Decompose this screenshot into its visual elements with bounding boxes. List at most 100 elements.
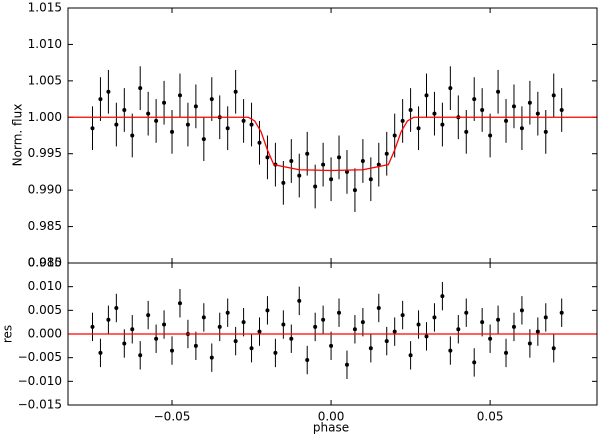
data-point [162, 322, 167, 327]
x-tick-label: −0.05 [154, 410, 191, 424]
data-point [225, 126, 230, 131]
data-point [448, 86, 453, 91]
data-point [106, 317, 111, 322]
y-tick-label: 1.000 [28, 110, 62, 124]
data-point [201, 315, 206, 320]
y-tick-label: 0.985 [28, 219, 62, 233]
x-tick-label: 0.05 [477, 410, 504, 424]
data-point [464, 310, 469, 315]
data-point [360, 320, 365, 325]
data-point [392, 133, 397, 138]
y-tick-label: −0.005 [18, 350, 62, 364]
data-point [551, 346, 556, 351]
data-point [432, 111, 437, 116]
data-point [321, 162, 326, 167]
data-point [177, 301, 182, 306]
data-point [384, 339, 389, 344]
y-tick-label: 0.000 [28, 327, 62, 341]
data-point [265, 155, 270, 160]
data-point [154, 336, 159, 341]
x-tick-label: 0.00 [318, 410, 345, 424]
data-point [400, 118, 405, 123]
y-tick-label: 1.010 [28, 37, 62, 51]
y-tick-label: 0.990 [28, 183, 62, 197]
data-point [464, 129, 469, 134]
data-point [551, 93, 556, 98]
data-point [472, 360, 477, 365]
data-point [305, 358, 310, 363]
data-point [233, 339, 238, 344]
data-point [543, 315, 548, 320]
data-point [337, 310, 342, 315]
data-point [138, 353, 143, 358]
model-line [68, 116, 597, 172]
data-point [273, 350, 278, 355]
data-point [337, 155, 342, 160]
data-point [233, 89, 238, 94]
data-point [265, 308, 270, 313]
data-point [368, 177, 373, 182]
data-point [138, 86, 143, 91]
data-point [344, 169, 349, 174]
data-point [472, 97, 477, 102]
y-tick-label: 0.015 [28, 256, 62, 270]
data-point [201, 137, 206, 142]
data-point [329, 177, 334, 182]
data-point [321, 317, 326, 322]
y-axis-label: Norm. flux [11, 104, 25, 167]
data-point [122, 108, 127, 112]
data-point [559, 310, 564, 315]
data-point [440, 294, 445, 299]
data-point [122, 341, 127, 346]
data-point [480, 108, 485, 112]
data-point [352, 188, 357, 193]
data-point [185, 122, 190, 127]
data-point [281, 322, 286, 327]
data-point [170, 129, 175, 134]
data-point [170, 348, 175, 353]
data-point [90, 126, 95, 131]
y-tick-label: −0.015 [18, 398, 62, 412]
data-point [130, 327, 135, 332]
data-point [424, 93, 429, 98]
data-point [392, 329, 397, 334]
data-point [519, 126, 524, 131]
y-axis-label: res [1, 325, 15, 343]
data-point [98, 97, 103, 102]
data-point [313, 324, 318, 329]
data-point [114, 122, 119, 127]
data-point [488, 336, 493, 341]
data-point [416, 322, 421, 327]
data-point [408, 353, 413, 358]
axes-frame [67, 7, 598, 264]
data-point [424, 334, 429, 339]
data-point [313, 184, 318, 189]
data-point [408, 108, 413, 112]
data-point [257, 140, 262, 145]
data-point [511, 324, 516, 329]
data-point [297, 298, 302, 303]
data-point [344, 362, 349, 367]
data-point [209, 97, 214, 102]
data-point [384, 151, 389, 156]
data-point [527, 341, 532, 346]
data-point [130, 133, 135, 138]
data-point [360, 159, 365, 163]
data-point [559, 108, 564, 112]
y-tick-label: 1.005 [28, 73, 62, 87]
data-point [249, 346, 254, 351]
data-point [114, 305, 119, 310]
y-tick-label: −0.010 [18, 374, 62, 388]
data-point [209, 355, 214, 360]
y-tick-label: 1.015 [28, 1, 62, 15]
data-point [154, 118, 159, 123]
data-point [543, 129, 548, 134]
data-point [440, 122, 445, 127]
data-point [519, 308, 524, 313]
data-point [98, 350, 103, 355]
data-point [504, 118, 509, 123]
data-point [281, 180, 286, 185]
y-tick-label: 0.995 [28, 146, 62, 160]
data-point [376, 305, 381, 310]
